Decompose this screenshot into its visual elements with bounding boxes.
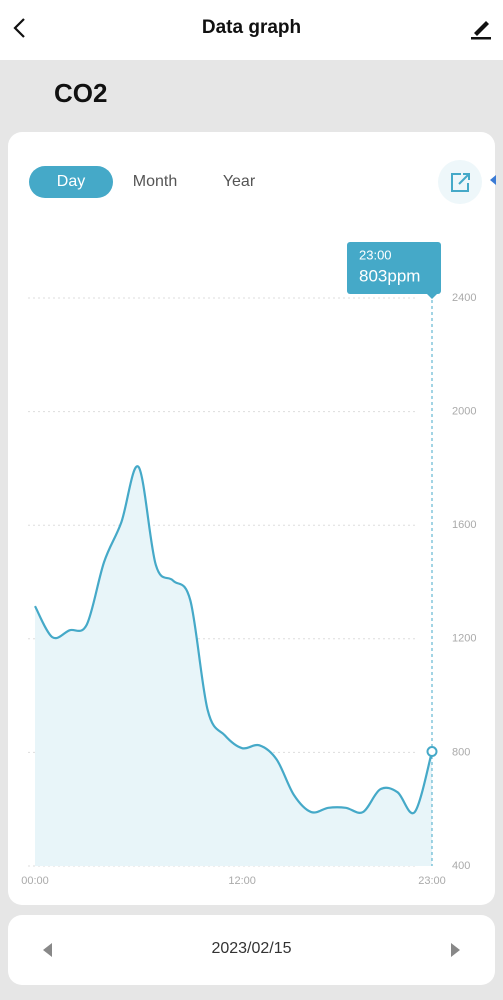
y-tick-label: 1600 (452, 519, 476, 531)
side-indicator (490, 175, 496, 185)
chart: 400 800 1200 1600 2000 2400 00:00 12:00 23:00 23:… (21, 242, 476, 887)
y-tick-label: 800 (452, 746, 470, 758)
edit-button[interactable] (471, 21, 491, 40)
page-title: Data graph (201, 17, 302, 38)
selected-point (426, 746, 438, 758)
next-button[interactable] (451, 943, 460, 957)
date-arrows (43, 943, 460, 957)
header (0, 0, 503, 60)
back-button[interactable] (13, 18, 25, 38)
x-tick-label: 23:00 (418, 875, 446, 887)
tooltip-pointer (427, 294, 437, 299)
tab[interactable]: Year (222, 173, 256, 190)
y-tick-label: 400 (452, 860, 470, 872)
y-tick-label: 2400 (452, 292, 476, 304)
line (34, 465, 434, 815)
date-label: 2023/02/15 (211, 940, 292, 957)
share-area (438, 160, 496, 204)
header-icons (13, 18, 491, 40)
y-tick-label: 2000 (452, 406, 476, 418)
share-button[interactable] (438, 160, 482, 204)
tab[interactable]: Day (29, 166, 113, 198)
prev-button[interactable] (43, 943, 52, 957)
tab[interactable]: Month (132, 173, 178, 190)
tooltip-time: 23:00 (359, 247, 392, 262)
tooltip (347, 242, 441, 294)
x-tick-label: 12:00 (228, 875, 256, 887)
tooltip-value: 803ppm (359, 266, 420, 285)
area (35, 466, 432, 866)
x-tick-label: 00:00 (21, 875, 49, 887)
sensor-name: CO2 (54, 78, 108, 108)
date-bar (8, 915, 495, 985)
y-tick-label: 1200 (452, 633, 476, 645)
